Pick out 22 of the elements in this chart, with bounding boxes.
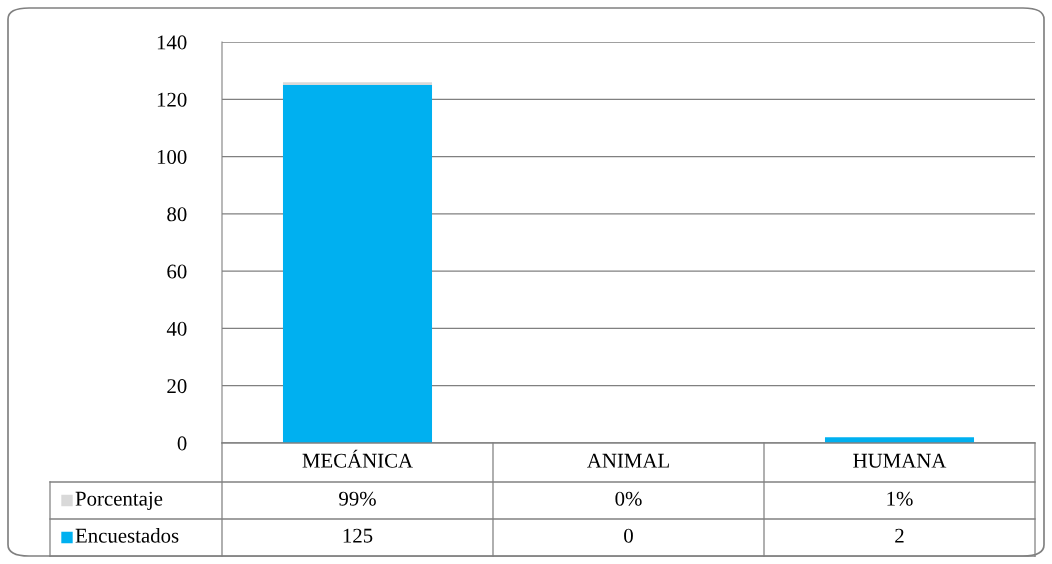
- data-label: 2: [895, 528, 904, 543]
- y-tick-label: 20: [167, 379, 187, 394]
- y-tick-label: 140: [157, 35, 187, 50]
- data-label: 125: [343, 528, 373, 543]
- bar: [824, 437, 975, 443]
- data-label: 0: [624, 528, 633, 543]
- y-tick-label: 0: [177, 436, 187, 451]
- y-tick-label: 80: [167, 207, 187, 222]
- y-tick-label: 100: [157, 149, 187, 164]
- data-label: 0%: [615, 491, 642, 506]
- x-tick-label: ANIMAL: [587, 453, 669, 468]
- data-label: 99%: [339, 491, 376, 506]
- y-tick-label: 60: [167, 264, 187, 279]
- data-label: 1%: [887, 491, 913, 506]
- x-tick-label: HUMANA: [853, 453, 947, 468]
- y-tick-label: 120: [157, 92, 187, 107]
- bar: [282, 84, 433, 443]
- x-tick-label: MECÁNICA: [302, 449, 413, 468]
- y-tick-label: 40: [166, 321, 187, 336]
- bar: [282, 82, 433, 85]
- legend-label: Porcentaje: [75, 491, 163, 510]
- legend-label: Encuestados: [75, 528, 179, 543]
